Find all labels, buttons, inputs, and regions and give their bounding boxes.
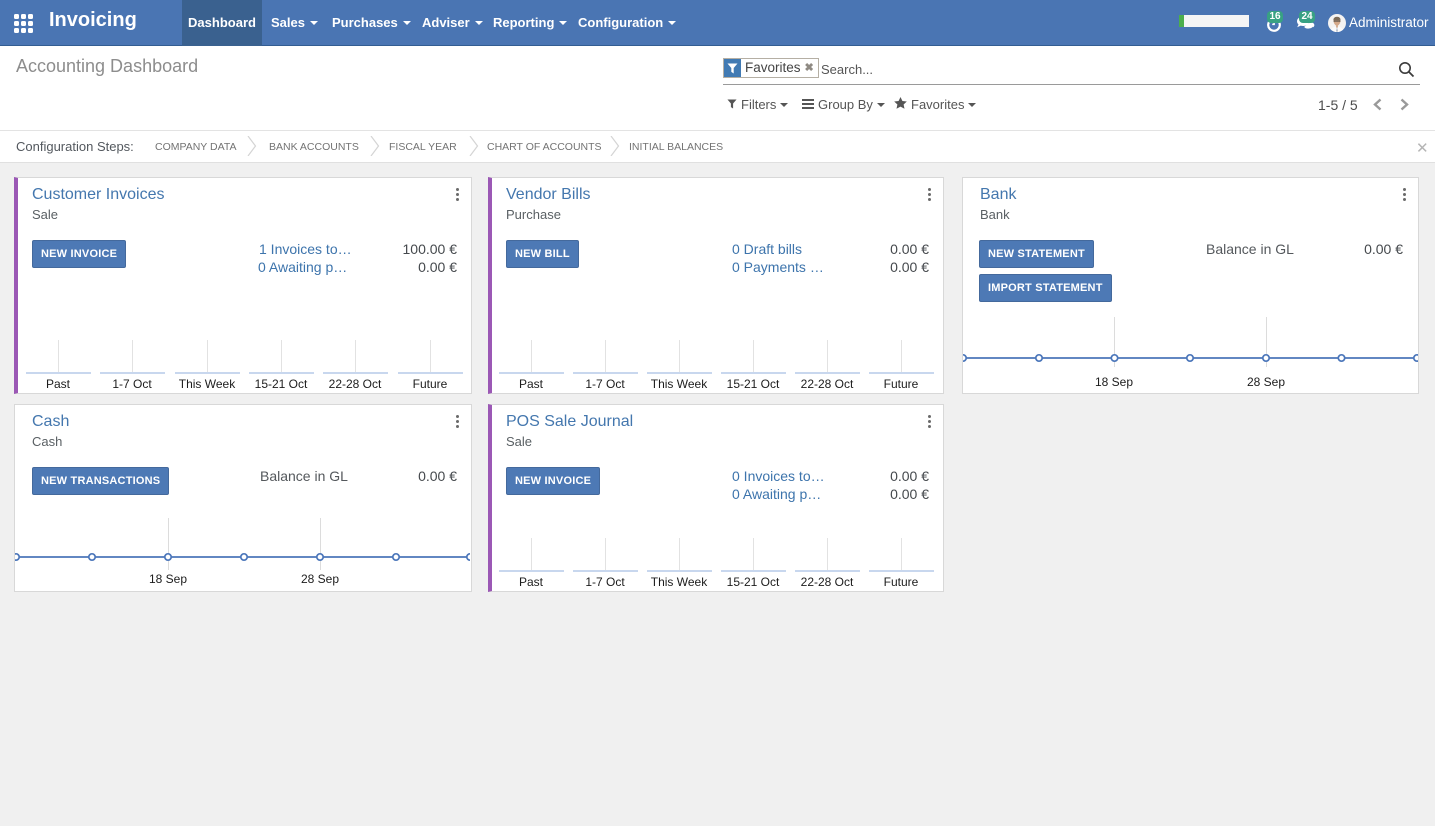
svg-text:15-21 Oct: 15-21 Oct — [255, 377, 308, 391]
svg-text:This Week: This Week — [651, 377, 708, 391]
svg-text:Past: Past — [519, 575, 544, 589]
svg-text:18 Sep: 18 Sep — [1095, 375, 1133, 389]
svg-text:22-28 Oct: 22-28 Oct — [801, 575, 854, 589]
svg-text:Future: Future — [884, 377, 919, 391]
svg-text:Future: Future — [884, 575, 919, 589]
svg-text:28 Sep: 28 Sep — [301, 572, 339, 586]
svg-text:1-7 Oct: 1-7 Oct — [585, 377, 625, 391]
svg-text:1-7 Oct: 1-7 Oct — [585, 575, 625, 589]
svg-text:15-21 Oct: 15-21 Oct — [727, 575, 780, 589]
svg-text:Future: Future — [413, 377, 448, 391]
svg-text:28 Sep: 28 Sep — [1247, 375, 1285, 389]
svg-text:22-28 Oct: 22-28 Oct — [801, 377, 854, 391]
svg-text:This Week: This Week — [179, 377, 236, 391]
svg-text:22-28 Oct: 22-28 Oct — [329, 377, 382, 391]
svg-text:Past: Past — [46, 377, 71, 391]
svg-text:Past: Past — [519, 377, 544, 391]
svg-text:18 Sep: 18 Sep — [149, 572, 187, 586]
svg-text:This Week: This Week — [651, 575, 708, 589]
svg-text:15-21 Oct: 15-21 Oct — [727, 377, 780, 391]
svg-text:1-7 Oct: 1-7 Oct — [112, 377, 152, 391]
